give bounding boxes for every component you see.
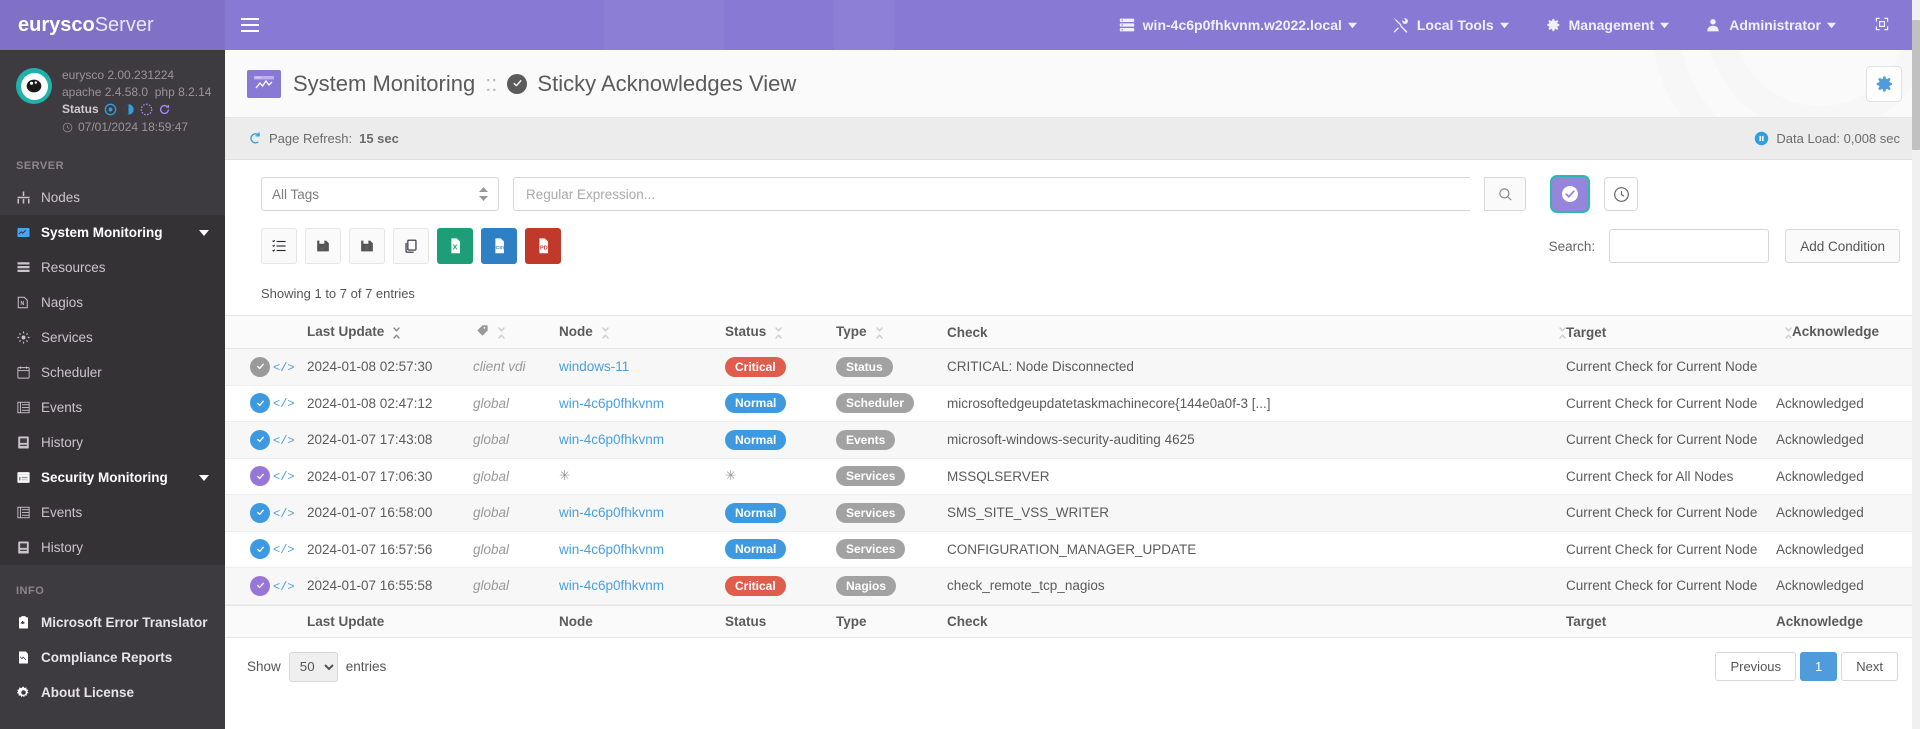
svg-text:X: X [453,243,458,252]
svg-text:CSV: CSV [496,245,507,251]
svg-text:N: N [21,301,25,307]
svg-text:PDF: PDF [540,245,552,251]
